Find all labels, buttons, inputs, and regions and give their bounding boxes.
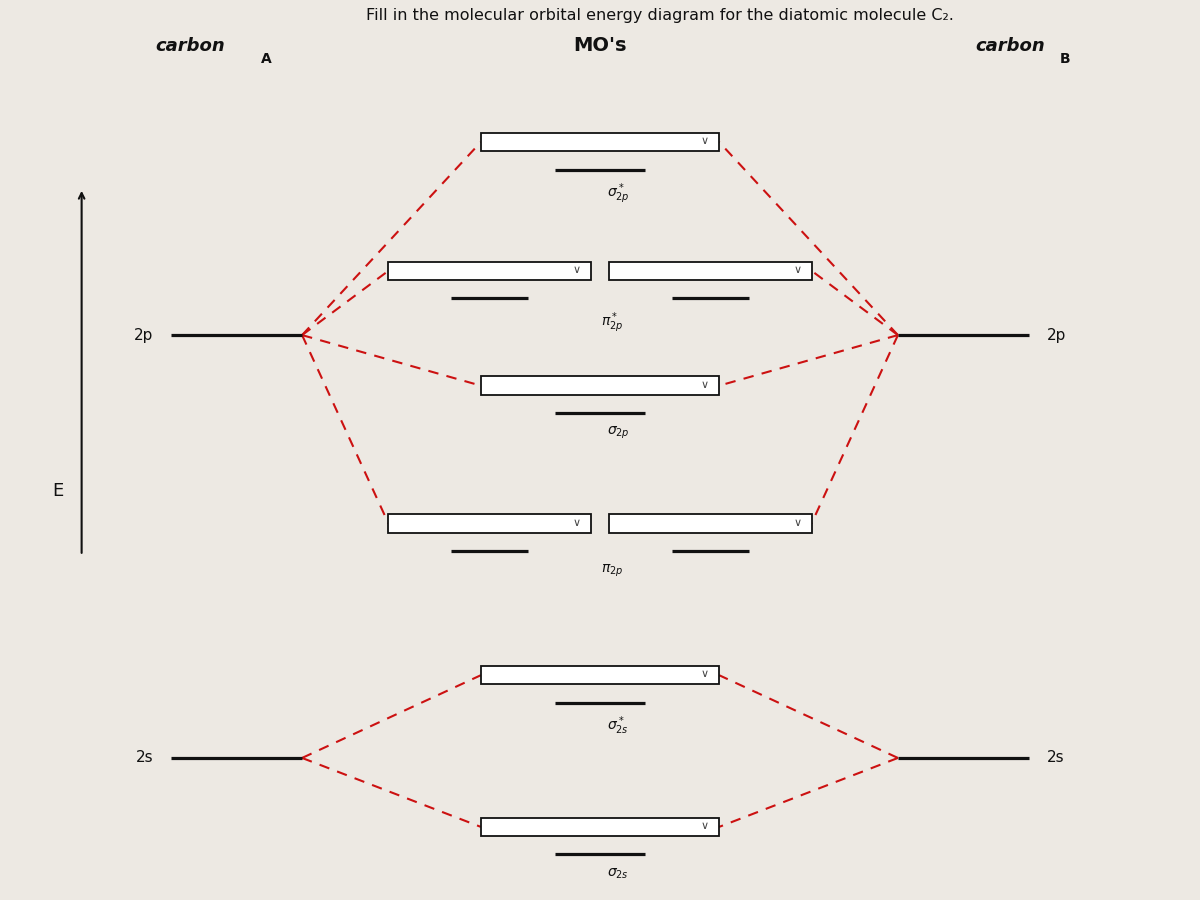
- Text: $\sigma^*_{2p}$: $\sigma^*_{2p}$: [606, 182, 629, 206]
- Text: ∨: ∨: [701, 821, 709, 831]
- Bar: [481, 818, 719, 836]
- Text: ∨: ∨: [572, 265, 581, 274]
- Text: ∨: ∨: [701, 670, 709, 680]
- Text: ∨: ∨: [701, 380, 709, 390]
- Text: ∨: ∨: [793, 265, 802, 274]
- Text: 2s: 2s: [1046, 751, 1064, 765]
- Bar: [389, 262, 592, 280]
- Text: carbon: carbon: [976, 37, 1045, 55]
- Bar: [481, 666, 719, 684]
- Text: $\sigma^*_{2s}$: $\sigma^*_{2s}$: [607, 715, 629, 737]
- Text: 2p: 2p: [133, 328, 154, 343]
- Text: ∨: ∨: [572, 518, 581, 527]
- Text: $\sigma_{2s}$: $\sigma_{2s}$: [607, 867, 629, 881]
- Text: E: E: [52, 482, 64, 500]
- Bar: [389, 514, 592, 533]
- Text: $\pi_{2p}$: $\pi_{2p}$: [601, 563, 623, 580]
- Text: $\sigma_{2p}$: $\sigma_{2p}$: [606, 425, 629, 442]
- Bar: [608, 514, 811, 533]
- Text: ∨: ∨: [793, 518, 802, 527]
- Bar: [481, 376, 719, 395]
- Text: MO's: MO's: [574, 36, 626, 55]
- Text: ∨: ∨: [701, 136, 709, 146]
- Text: $\pi^*_{2p}$: $\pi^*_{2p}$: [601, 310, 623, 335]
- Text: carbon: carbon: [155, 37, 224, 55]
- Text: 2s: 2s: [136, 751, 154, 765]
- Text: B: B: [1060, 52, 1070, 66]
- Bar: [608, 262, 811, 280]
- Bar: [481, 133, 719, 151]
- Text: A: A: [260, 52, 271, 66]
- Text: 2p: 2p: [1046, 328, 1067, 343]
- Text: Fill in the molecular orbital energy diagram for the diatomic molecule C₂.: Fill in the molecular orbital energy dia…: [366, 8, 954, 22]
